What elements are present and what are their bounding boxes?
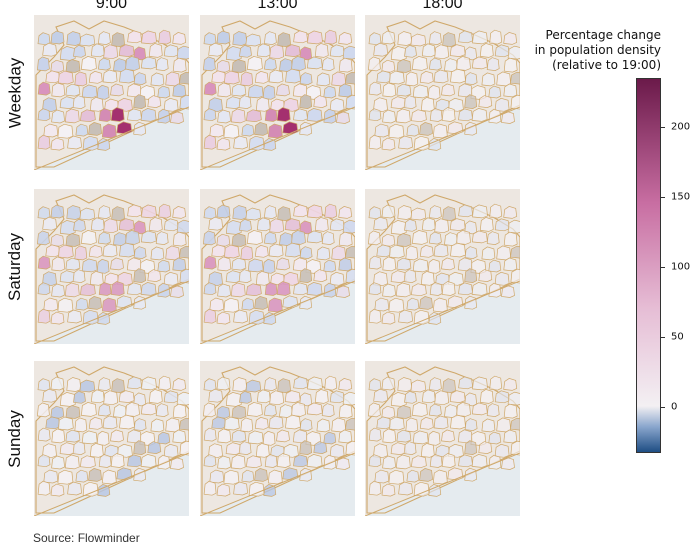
row-label-sunday: Sunday [0,361,30,516]
legend-colorbar [636,78,661,453]
legend-title-line-1: Percentage change [545,28,661,42]
legend-tick-100 [661,266,665,268]
map-sunday-9-00 [34,361,189,516]
legend-tick-label-50: 50 [671,331,684,343]
column-label-13-00: 13:00 [257,0,298,12]
legend-tick-label-100: 100 [671,261,691,273]
row-label-weekday-text: Weekday [5,57,24,128]
row-label-saturday-text: Saturday [5,232,25,301]
row-label-sunday-text: Sunday [5,409,25,468]
column-label-18-00: 18:00 [422,0,463,12]
map-saturday-9-00 [34,189,189,344]
legend-tick-50 [661,336,665,338]
map-weekday-9-00 [34,15,189,170]
legend-title: Percentage change in population density … [520,28,661,73]
legend-title-line-3: (relative to 19:00) [552,58,661,72]
legend-tick-label-0: 0 [671,401,678,413]
row-label-weekday: Weekday [0,15,30,170]
column-label-9-00: 9:00 [95,0,128,12]
map-weekday-13-00 [200,15,355,170]
legend-tick-label-200: 200 [671,121,691,133]
map-sunday-13-00 [200,361,355,516]
legend-tick-label-150: 150 [671,191,691,203]
legend-title-line-2: in population density [534,43,661,57]
map-saturday-18-00 [365,189,520,344]
legend-tick-150 [661,196,665,198]
map-sunday-18-00 [365,361,520,516]
map-saturday-13-00 [200,189,355,344]
legend-tick-200 [661,126,665,128]
source-note: Source: Flowminder [33,531,140,545]
row-label-saturday: Saturday [0,189,30,344]
legend-tick-0 [661,406,665,408]
map-weekday-18-00 [365,15,520,170]
